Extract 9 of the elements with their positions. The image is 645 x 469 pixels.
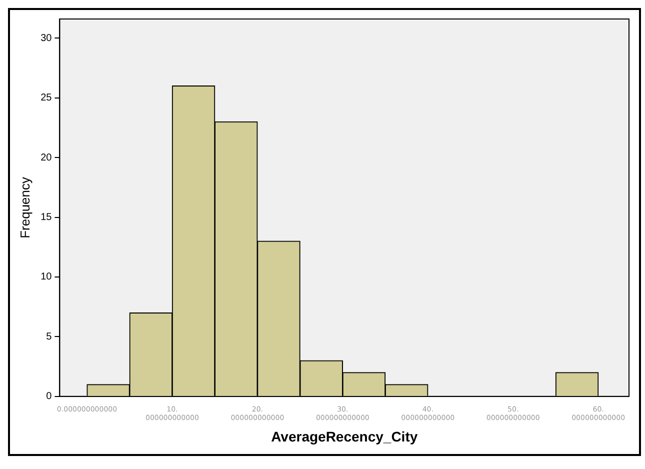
y-tick-label: 10 [40, 272, 52, 283]
y-tick-label: 15 [40, 212, 52, 224]
y-tick-label: 25 [40, 92, 52, 104]
y-tick-label: 20 [40, 152, 52, 164]
y-tick-label: 5 [46, 331, 52, 342]
y-tick-label: 30 [40, 32, 52, 44]
y-axis-title: Frequency [17, 176, 32, 238]
y-tick-label: 0 [46, 391, 52, 402]
x-axis-title: AverageRecency_City [271, 428, 418, 444]
